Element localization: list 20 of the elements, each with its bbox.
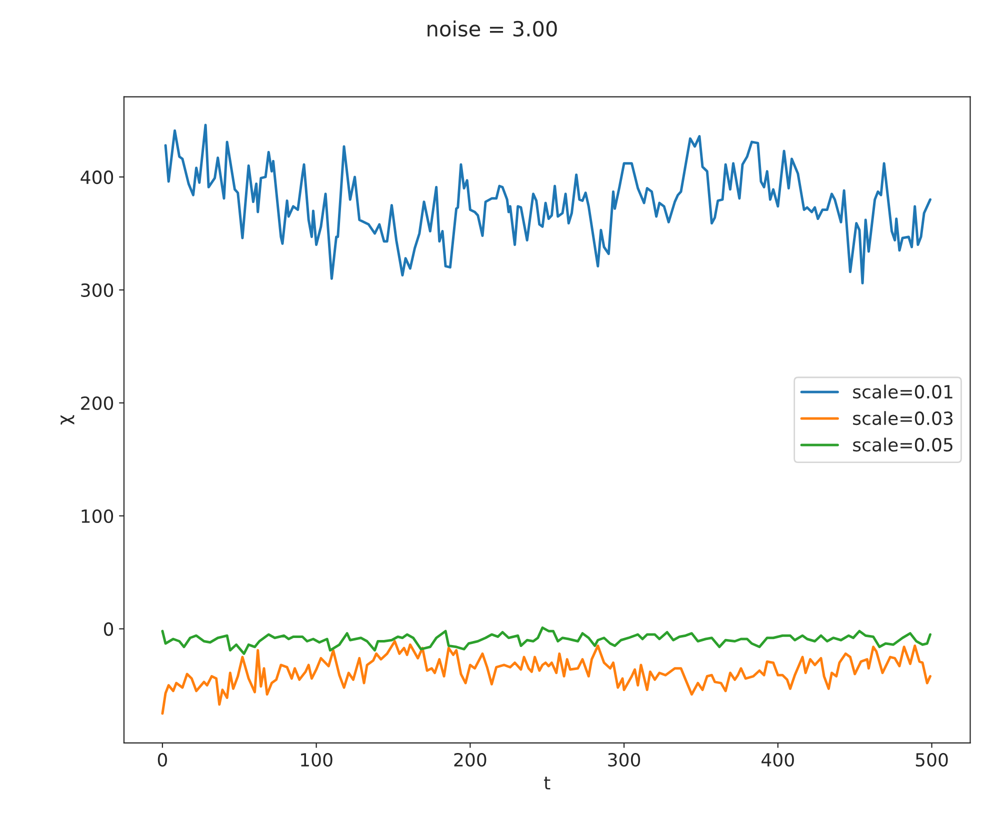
line-series <box>161 626 932 655</box>
chart-title: noise = 3.00 <box>428 20 557 37</box>
x-tick-label: 0 <box>158 752 167 767</box>
x-tick-label: 200 <box>454 752 486 767</box>
y-tick-label: 200 <box>81 396 114 410</box>
x-tick-label: 400 <box>762 752 794 767</box>
line-series <box>164 124 932 284</box>
y-tick-label: 400 <box>80 170 114 184</box>
legend-label: scale=0.01 <box>853 384 952 399</box>
legend-label: scale=0.03 <box>853 411 953 426</box>
y-tick-label: 0 <box>104 622 114 636</box>
y-tick-label: 100 <box>82 509 114 523</box>
x-axis-title: t <box>544 776 550 790</box>
line-series <box>161 640 932 715</box>
x-tick-label: 100 <box>301 752 332 767</box>
legend-label: scale=0.05 <box>853 438 952 452</box>
y-tick-label: 300 <box>81 283 114 298</box>
y-axis-title: χ <box>60 415 74 425</box>
x-tick-label: 300 <box>608 752 640 767</box>
x-tick-label: 500 <box>916 752 948 767</box>
